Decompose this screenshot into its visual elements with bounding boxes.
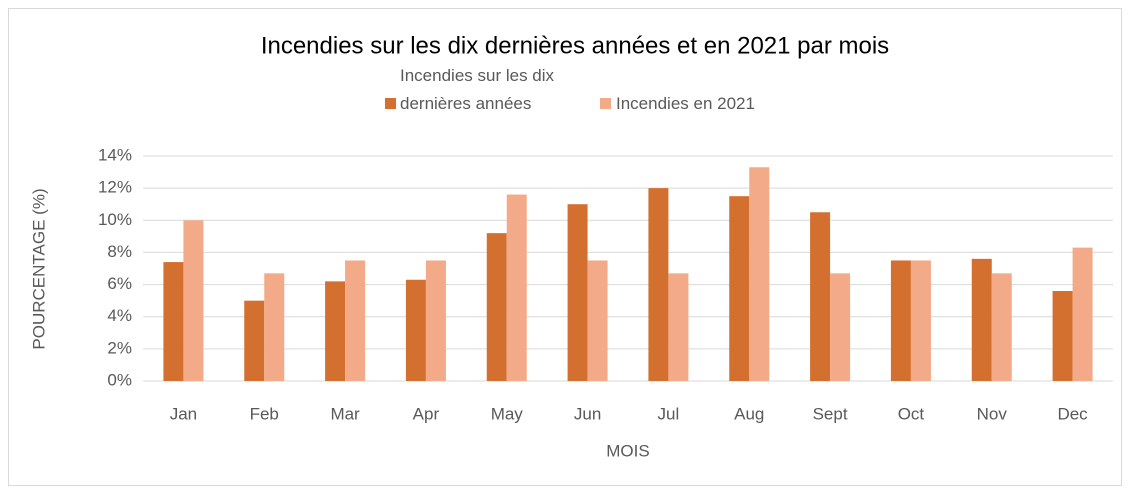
- x-tick-label: Oct: [898, 404, 925, 423]
- bar: [749, 167, 770, 381]
- x-tick-label: Nov: [977, 404, 1008, 423]
- x-tick-label: Jun: [574, 404, 601, 423]
- x-tick-label: Aug: [734, 404, 764, 423]
- y-axis-label: POURCENTAGE (%): [29, 188, 48, 349]
- chart-border: [8, 8, 1122, 486]
- x-tick-label: Mar: [330, 404, 360, 423]
- y-tick-label: 10%: [98, 210, 132, 229]
- y-tick-label: 2%: [107, 338, 132, 357]
- bar: [890, 260, 911, 381]
- x-axis-label: MOIS: [606, 441, 649, 460]
- bar: [971, 258, 992, 381]
- bar: [163, 262, 184, 381]
- legend-swatch: [600, 98, 611, 109]
- bar: [183, 220, 204, 381]
- y-tick-label: 12%: [98, 178, 132, 197]
- bar: [587, 260, 608, 381]
- x-tick-label: Dec: [1057, 404, 1088, 423]
- bar: [830, 273, 851, 381]
- y-tick-label: 4%: [107, 306, 132, 325]
- bar: [729, 196, 750, 381]
- x-tick-label: Jan: [170, 404, 197, 423]
- bar: [264, 273, 285, 381]
- y-tick-label: 8%: [107, 242, 132, 261]
- chart-title: Incendies sur les dix dernières années e…: [261, 32, 889, 59]
- bar: [567, 204, 588, 381]
- bar: [325, 281, 346, 381]
- legend-label: Incendies sur les dix dernières années: [400, 66, 555, 113]
- bar: [991, 273, 1012, 381]
- bar: [345, 260, 366, 381]
- bar: [910, 260, 931, 381]
- bar: [506, 194, 527, 381]
- y-tick-label: 6%: [107, 274, 132, 293]
- x-tick-label: Apr: [413, 404, 440, 423]
- y-tick-label: 14%: [98, 145, 132, 164]
- legend-swatch: [385, 98, 396, 109]
- x-tick-label: Feb: [250, 404, 279, 423]
- bar: [425, 260, 446, 381]
- legend-label: Incendies en 2021: [616, 94, 755, 113]
- y-tick-label: 0%: [107, 370, 132, 389]
- bar: [1052, 291, 1073, 381]
- bar: [405, 279, 426, 381]
- x-tick-label: Sept: [813, 404, 848, 423]
- bar: [648, 188, 669, 381]
- x-tick-label: Jul: [658, 404, 680, 423]
- bar: [1072, 247, 1093, 381]
- bar: [810, 212, 831, 381]
- bar: [668, 273, 689, 381]
- bar: [244, 300, 265, 381]
- bar: [486, 233, 507, 381]
- x-tick-label: May: [491, 404, 524, 423]
